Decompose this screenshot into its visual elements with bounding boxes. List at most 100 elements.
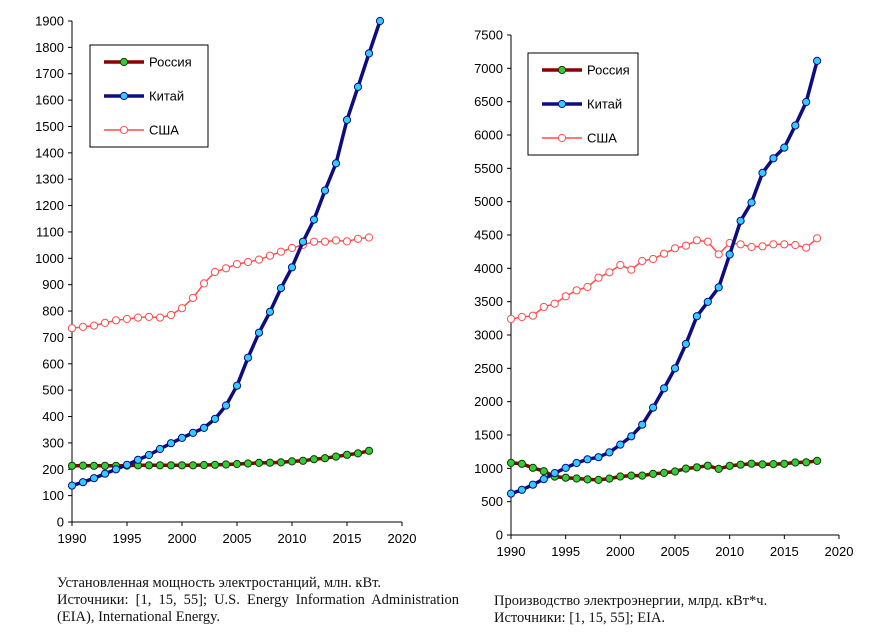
data-point xyxy=(681,339,690,349)
data-point xyxy=(144,450,154,460)
data-point xyxy=(660,468,669,477)
caption-right-line1: Производство электроэнергии, млрд. кВт*ч… xyxy=(494,593,768,609)
data-point xyxy=(780,143,789,152)
data-point xyxy=(199,460,209,470)
y-tick-label: 800 xyxy=(42,304,64,319)
data-point xyxy=(155,444,165,454)
data-point xyxy=(265,307,275,316)
y-tick-label: 2500 xyxy=(474,361,503,376)
data-point xyxy=(605,268,614,277)
x-tick-label: 2005 xyxy=(661,544,690,559)
data-point xyxy=(342,237,352,246)
data-point xyxy=(572,458,581,468)
x-tick-label: 2000 xyxy=(168,531,197,546)
x-tick-label: 1995 xyxy=(113,531,142,546)
y-tick-label: 600 xyxy=(42,356,64,371)
data-point xyxy=(232,381,242,390)
y-tick-label: 500 xyxy=(481,494,503,509)
data-point xyxy=(298,237,308,246)
y-tick-label: 6000 xyxy=(474,128,503,143)
caption-left-line1: Установленная мощность электростанций, м… xyxy=(57,575,382,591)
data-point xyxy=(725,461,734,470)
data-point xyxy=(177,304,187,313)
y-tick-label: 1700 xyxy=(35,66,64,81)
data-point xyxy=(736,460,745,469)
data-point xyxy=(243,257,253,267)
caption-installed-capacity: Установленная мощность электростанций, м… xyxy=(57,575,459,626)
data-point xyxy=(133,455,143,464)
data-point xyxy=(528,480,538,489)
data-point xyxy=(572,474,581,483)
data-point xyxy=(780,240,789,249)
data-point xyxy=(670,467,680,476)
data-point xyxy=(331,452,341,461)
data-point xyxy=(320,454,330,463)
data-point xyxy=(616,472,625,481)
data-point xyxy=(89,321,99,330)
data-point xyxy=(364,49,374,58)
data-point xyxy=(342,115,352,125)
data-point xyxy=(100,318,110,327)
data-point xyxy=(287,263,297,272)
data-point xyxy=(703,297,712,306)
data-point xyxy=(254,255,264,264)
legend-label: Китай xyxy=(149,89,184,104)
y-tick-label: 1500 xyxy=(474,428,503,443)
data-point xyxy=(813,234,822,243)
caption-left-line2: Источники: [1, 15, 55]; U.S. Energy Info… xyxy=(57,592,459,625)
data-point xyxy=(758,460,767,469)
data-point xyxy=(309,237,319,246)
data-point xyxy=(594,273,603,282)
data-point xyxy=(736,216,745,225)
y-tick-label: 0 xyxy=(57,515,64,530)
y-tick-label: 100 xyxy=(42,488,64,503)
y-tick-label: 1600 xyxy=(35,93,64,108)
y-tick-label: 4500 xyxy=(474,228,503,243)
data-point xyxy=(155,313,165,322)
data-point xyxy=(221,401,231,410)
data-point xyxy=(616,260,625,270)
data-point xyxy=(638,471,647,480)
data-point xyxy=(747,459,756,468)
x-tick-label: 2010 xyxy=(715,544,744,559)
y-tick-label: 3000 xyxy=(474,328,503,343)
data-point xyxy=(177,433,187,442)
y-tick-label: 400 xyxy=(42,409,64,424)
data-point xyxy=(736,240,745,249)
y-tick-label: 1400 xyxy=(35,145,64,160)
data-point xyxy=(681,464,690,473)
data-point xyxy=(353,82,363,92)
data-point xyxy=(89,461,99,470)
data-point xyxy=(342,450,352,459)
data-point xyxy=(583,455,592,464)
data-point xyxy=(638,256,647,266)
legend-swatch-marker xyxy=(119,125,129,135)
data-point xyxy=(144,461,154,470)
data-point xyxy=(517,485,527,494)
data-point xyxy=(670,364,680,373)
data-point xyxy=(122,460,132,469)
data-point xyxy=(133,313,143,322)
chart-installed-capacity: 0 100 200 300 400 500 600 700 800 900 1000 1100 1200… xyxy=(35,14,416,547)
data-point xyxy=(353,449,363,458)
y-tick-label: 1000 xyxy=(35,251,64,266)
data-point xyxy=(221,264,231,273)
data-point xyxy=(309,455,319,464)
series-line-usa xyxy=(71,236,370,329)
x-tick-label: 2000 xyxy=(606,544,635,559)
data-point xyxy=(692,312,701,321)
data-point xyxy=(539,467,548,476)
data-point xyxy=(364,446,374,455)
data-point xyxy=(747,198,756,207)
data-point xyxy=(243,459,253,468)
data-point xyxy=(67,324,77,333)
y-tick-label: 300 xyxy=(42,435,64,450)
data-point xyxy=(660,249,669,258)
data-point xyxy=(594,453,603,462)
data-point xyxy=(506,458,516,467)
x-tick-label: 2020 xyxy=(825,544,854,559)
data-point xyxy=(506,489,516,498)
data-point xyxy=(539,475,548,484)
y-tick-label: 3500 xyxy=(474,294,503,309)
legend-swatch-marker xyxy=(119,91,129,101)
